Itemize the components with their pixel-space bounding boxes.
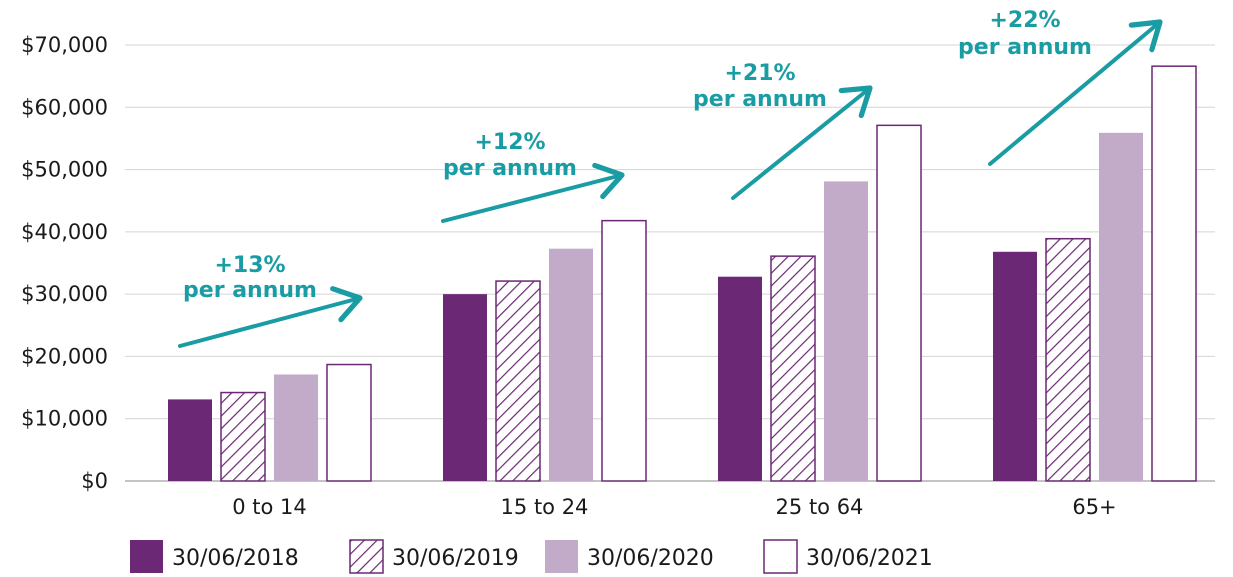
growth-arrow: [443, 175, 622, 221]
bar: [443, 294, 487, 481]
y-tick-label: $10,000: [21, 407, 108, 431]
x-axis: 0 to 14 15 to 24 25 to 64 65+: [232, 495, 1116, 519]
y-tick-label: $0: [81, 469, 108, 493]
bar: [1046, 239, 1090, 481]
y-tick-label: $20,000: [21, 344, 108, 368]
bar: [771, 256, 815, 481]
legend-label: 30/06/2020: [587, 546, 714, 571]
bar: [274, 374, 318, 481]
bar: [327, 365, 371, 481]
legend-label: 30/06/2021: [806, 546, 933, 571]
y-tick-label: $60,000: [21, 95, 108, 119]
bar: [877, 125, 921, 481]
growth-arrow: [180, 298, 360, 346]
bar: [496, 281, 540, 481]
y-tick-label: $30,000: [21, 282, 108, 306]
bar: [602, 221, 646, 481]
bar: [168, 399, 212, 481]
y-axis: $0 $10,000 $20,000 $30,000 $40,000 $50,000 $60…: [21, 33, 108, 493]
growth-rate-sublabel: per annum: [443, 156, 577, 181]
legend-swatch: [130, 540, 163, 573]
bar: [718, 277, 762, 481]
growth-rate-sublabel: per annum: [183, 278, 317, 303]
bar: [1152, 66, 1196, 481]
legend-swatch: [350, 540, 383, 573]
growth-rate-label: +13%: [214, 253, 285, 278]
growth-rate-sublabel: per annum: [693, 87, 827, 112]
y-tick-label: $40,000: [21, 220, 108, 244]
legend-label: 30/06/2018: [172, 546, 299, 571]
growth-rate-label: +22%: [989, 8, 1060, 33]
legend-label: 30/06/2019: [392, 546, 519, 571]
legend-swatch: [764, 540, 797, 573]
growth-rate-sublabel: per annum: [958, 35, 1092, 60]
x-tick-label: 15 to 24: [501, 495, 589, 519]
legend: 30/06/2018 30/06/2019 30/06/2020 30/06/2021: [130, 540, 933, 573]
bar: [221, 393, 265, 481]
growth-rate-label: +21%: [724, 61, 795, 86]
bar: [993, 252, 1037, 481]
bar: [824, 181, 868, 481]
growth-rate-label: +12%: [474, 130, 545, 155]
y-tick-label: $70,000: [21, 33, 108, 57]
x-tick-label: 25 to 64: [776, 495, 864, 519]
x-tick-label: 65+: [1072, 495, 1116, 519]
bar: [1099, 133, 1143, 481]
x-tick-label: 0 to 14: [232, 495, 307, 519]
y-tick-label: $50,000: [21, 158, 108, 182]
legend-swatch: [545, 540, 578, 573]
bar: [549, 249, 593, 481]
